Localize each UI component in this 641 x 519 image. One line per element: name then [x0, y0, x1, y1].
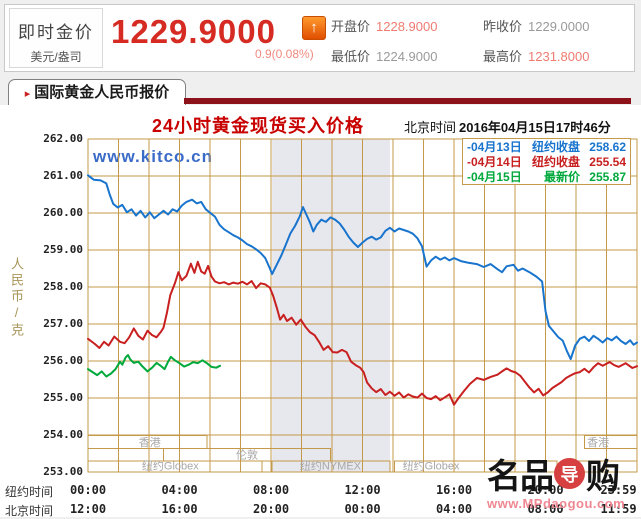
quote-cell: 开盘价 1228.9000 — [331, 16, 483, 35]
x-tick-label: 08:00 — [252, 483, 290, 497]
x-axis-row-name: 北京时间 — [5, 504, 54, 518]
y-tick-label: 258.00 — [43, 280, 83, 293]
y-tick-label: 261.00 — [43, 169, 83, 182]
x-tick-label: 00:00 — [69, 483, 107, 497]
legend-date: -04月14日 — [467, 155, 522, 169]
x-tick-label: 04:00 — [435, 502, 473, 516]
product-cell: 即时金价 美元/盎司 — [9, 8, 103, 68]
y-tick-label: 254.00 — [43, 428, 83, 441]
logo-seal-icon: 导 — [554, 458, 585, 489]
legend-label: 最新价 — [543, 170, 580, 184]
nymex-session-band — [272, 139, 390, 472]
quote-value: 1224.9000 — [376, 49, 438, 64]
logo-text-left: 名品 — [487, 458, 554, 496]
tab-label: 国际黄金人民币报价 — [34, 84, 170, 101]
x-tick-label: 23:59 — [600, 483, 637, 497]
session-label: 香港 — [587, 436, 609, 449]
y-tick-label: 257.00 — [43, 317, 83, 330]
logo-text-right: 购 — [586, 458, 620, 496]
x-tick-label: 20:00 — [252, 502, 290, 516]
up-arrow-icon: ↑ — [302, 16, 326, 40]
quote-value: 1231.8000 — [528, 49, 590, 64]
quote-value: 1229.0000 — [528, 19, 590, 34]
mpdaogou-logo: 名品 导 购 www.MPdaogou.com — [487, 449, 625, 511]
session-label: 香港 — [139, 436, 161, 449]
session-bar — [87, 435, 208, 449]
x-axis-row-name: 纽约时间 — [5, 485, 54, 499]
chart-timestamp: 2016年04月15日17时46分 — [459, 120, 611, 135]
price-change: 0.9(0.08%) — [255, 47, 314, 61]
legend-value: 255.87 — [589, 170, 626, 184]
price-line-2 — [87, 354, 221, 378]
legend: -04月13日 纽约收盘 258.62 -04月14日 纽约收盘 255.54 -04月15… — [462, 138, 631, 185]
product-name: 即时金价 — [18, 23, 94, 42]
quote-grid: 开盘价 1228.9000 昨收价 1229.0000 最低价 1224.9000 最高价 1… — [331, 16, 589, 65]
y-tick-label: 260.00 — [43, 206, 83, 219]
tab-gold-rmb-quote[interactable]: ▸ 国际黄金人民币报价 — [8, 79, 186, 105]
tab-arrow-icon: ▸ — [24, 88, 31, 100]
session-label: 纽约Globex — [403, 459, 460, 473]
legend-value: 255.54 — [589, 155, 626, 169]
timezone-label: 北京时间 — [404, 120, 457, 135]
session-bar — [583, 435, 638, 449]
legend-label: 纽约收盘 — [531, 140, 580, 154]
legend-date: -04月15日 — [467, 170, 522, 184]
product-unit: 美元/盎司 — [30, 50, 82, 64]
session-label: 伦敦 — [236, 448, 258, 462]
legend-row: -04月15日 最新价 255.87 — [467, 170, 626, 185]
session-bar — [271, 460, 391, 473]
chart-section: www.kitco.cn 香港 香港伦敦纽约Globex 纽约NYMEX 纽约Glob… — [0, 105, 641, 518]
tab-row: ▸ 国际黄金人民币报价 — [0, 78, 641, 105]
y-tick-label: 255.00 — [43, 391, 83, 404]
tab-underline — [184, 98, 631, 104]
y-tick-label: 262.00 — [43, 132, 83, 145]
y-tick-label: 253.00 — [43, 465, 83, 478]
quote-cell: 最低价 1224.9000 — [331, 46, 483, 65]
current-price: 1229.9000 — [111, 13, 276, 50]
x-tick-label: 11:59 — [600, 502, 637, 516]
legend-date: -04月13日 — [467, 140, 522, 154]
x-tick-label: 12:00 — [69, 502, 107, 516]
quote-label: 最高价 — [483, 49, 523, 64]
x-tick-label: 16:00 — [161, 502, 198, 516]
quote-label: 最低价 — [331, 49, 371, 64]
legend-row: -04月14日 纽约收盘 255.54 — [467, 155, 626, 170]
x-tick-label: 12:00 — [344, 483, 381, 497]
session-bar — [87, 460, 263, 473]
x-tick-label: 16:00 — [435, 483, 473, 497]
price-header: 即时金价 美元/盎司 1229.9000 ↑ 0.9(0.08%) 开盘价 122… — [4, 4, 635, 72]
legend-row: -04月13日 纽约收盘 258.62 — [467, 140, 626, 155]
quote-cell: 昨收价 1229.0000 — [483, 16, 589, 35]
x-tick-label: 08:00 — [527, 502, 564, 516]
quote-value: 1228.9000 — [376, 19, 438, 34]
session-label: 纽约Globex — [142, 459, 199, 473]
quote-cell: 最高价 1231.8000 — [483, 46, 589, 65]
price-line-0 — [87, 174, 638, 361]
logo-seal-char: 导 — [560, 464, 579, 485]
quote-label: 开盘价 — [331, 19, 371, 34]
legend-value: 258.62 — [589, 140, 626, 154]
y-tick-label: 256.00 — [43, 354, 83, 367]
chart-title: 24小时黄金现货买入价格 — [152, 116, 365, 136]
quote-label: 昨收价 — [483, 19, 523, 34]
price-line-1 — [87, 260, 638, 406]
grid-lines — [88, 139, 637, 472]
x-tick-label: 20:00 — [527, 483, 564, 497]
mpdaogou-url: www.MPdaogou.com — [487, 496, 626, 511]
y-tick-label: 259.00 — [43, 243, 83, 256]
x-tick-label: 00:00 — [344, 502, 381, 516]
kitco-watermark: www.kitco.cn — [93, 147, 214, 166]
session-label: 纽约NYMEX — [300, 459, 362, 473]
y-axis-label: 人民币/克 — [9, 257, 24, 339]
legend-label: 纽约收盘 — [531, 155, 580, 169]
x-tick-label: 04:00 — [161, 483, 198, 497]
